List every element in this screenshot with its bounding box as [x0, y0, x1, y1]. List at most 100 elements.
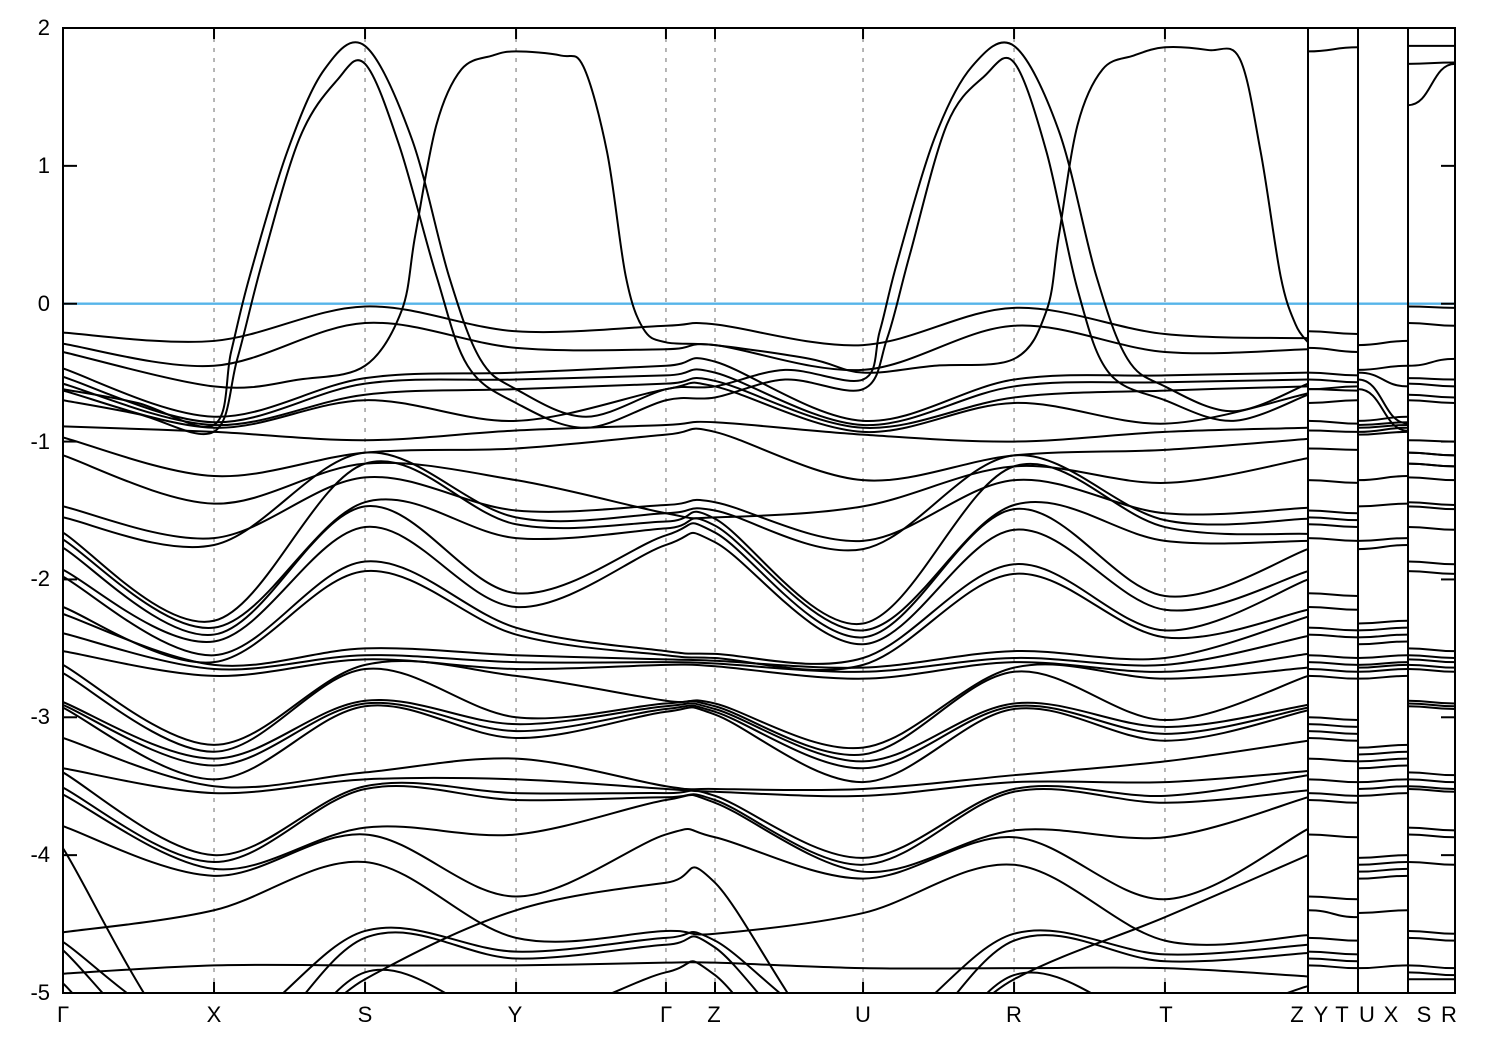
band-curve [63, 793, 1308, 873]
band-curve [1308, 346, 1358, 353]
band-curve [1308, 778, 1358, 784]
band-curve [1358, 874, 1408, 880]
band-curve [1308, 895, 1358, 901]
band-curve [1358, 743, 1408, 749]
band-curve [1358, 371, 1408, 388]
band-curve [63, 650, 1308, 680]
band-curve [1408, 322, 1455, 327]
band-curve [1358, 661, 1408, 666]
band-curve [63, 451, 1308, 552]
band-curve [1358, 1034, 1408, 1037]
band-curve [1308, 661, 1358, 666]
band-curve [1408, 451, 1455, 457]
band-curve [1408, 357, 1455, 367]
band-curve [1408, 705, 1455, 711]
band-curve [1358, 861, 1408, 866]
band-curve [1408, 61, 1455, 65]
band-curve [1408, 62, 1455, 107]
band-curve [1408, 964, 1455, 970]
band-curve [1358, 537, 1408, 542]
band-curve [63, 847, 1308, 993]
band-curve [1358, 654, 1408, 660]
x-axis-symmetry-label: R [1441, 1002, 1457, 1027]
band-curve [63, 381, 1308, 433]
band-curve [1358, 502, 1408, 508]
band-curve [1308, 46, 1358, 53]
band-curve [1408, 393, 1455, 399]
x-axis-symmetry-label: Z [1290, 1002, 1304, 1027]
band-curve [1408, 699, 1455, 705]
y-axis-tick-label: -3 [30, 704, 50, 730]
band-curve [63, 698, 1308, 763]
band-curve [1308, 330, 1358, 336]
band-curve [63, 56, 1308, 436]
y-axis-tick-label: 2 [37, 15, 50, 40]
panel-borders [62, 27, 1456, 994]
band-curve [1408, 771, 1455, 777]
band-curve [1308, 964, 1358, 970]
y-axis-tick-label: -2 [30, 566, 50, 592]
band-curve [63, 505, 1308, 639]
band-curve [1308, 371, 1358, 377]
band-curve [1308, 757, 1358, 763]
band-curve [1358, 424, 1408, 429]
y-axis-tick-label: 1 [37, 152, 50, 178]
band-curve [1408, 560, 1455, 566]
band-curves-ux [1358, 339, 1408, 1037]
x-axis-symmetry-label: Y [1313, 1002, 1329, 1027]
band-curve [63, 560, 1308, 665]
band-curve [1308, 936, 1358, 942]
band-curve [1408, 663, 1455, 669]
band-curve [1408, 382, 1455, 388]
band-curve [1358, 626, 1408, 632]
band-curve [1358, 764, 1408, 770]
band-curve [1308, 429, 1358, 433]
x-axis-symmetry-label: S [357, 1002, 373, 1027]
band-curve [63, 704, 1308, 784]
band-curve [63, 368, 1308, 427]
band-curve [1408, 305, 1455, 309]
band-curve [63, 926, 1308, 993]
band-curve [1408, 668, 1455, 673]
x-axis-symmetry-label: Γ [659, 1002, 673, 1027]
band-curves-main [63, 41, 1308, 993]
band-curve [1408, 462, 1455, 468]
band-curve [1308, 537, 1358, 542]
band-curve [1308, 626, 1358, 632]
band-curve [1358, 364, 1408, 371]
band-curve [1308, 592, 1358, 597]
band-curve [1358, 785, 1408, 790]
band-curve [1308, 792, 1358, 797]
band-curve [1308, 523, 1358, 529]
band-curve [1308, 606, 1358, 611]
band-curve [1308, 385, 1358, 391]
band-curve [63, 771, 1308, 859]
band-curve [63, 667, 1308, 756]
band-curve [1308, 716, 1358, 722]
band-curve [63, 960, 1308, 993]
band-curve [1358, 668, 1408, 673]
band-curve [1308, 654, 1358, 660]
band-curve [63, 321, 1308, 372]
band-curve [1308, 950, 1358, 956]
band-curve [1408, 654, 1455, 660]
band-curve [1358, 475, 1408, 482]
x-axis-symmetry-label: T [1159, 1002, 1173, 1027]
band-curve [63, 377, 1308, 429]
band-curve [1308, 909, 1358, 919]
band-curve [1358, 778, 1408, 784]
band-curve [1408, 936, 1455, 942]
band-curve [63, 570, 1308, 671]
band-curve [63, 612, 1308, 669]
band-curve [63, 475, 1308, 542]
band-curve [1308, 509, 1358, 515]
band-curve [1358, 378, 1408, 425]
band-curve [1408, 570, 1455, 575]
band-curve [63, 357, 1308, 422]
x-axis-symmetry-label: Z [707, 1002, 721, 1027]
band-curve [1358, 388, 1408, 432]
band-curve [1408, 787, 1455, 793]
band-curve [63, 420, 1308, 443]
band-curve [1308, 833, 1358, 839]
